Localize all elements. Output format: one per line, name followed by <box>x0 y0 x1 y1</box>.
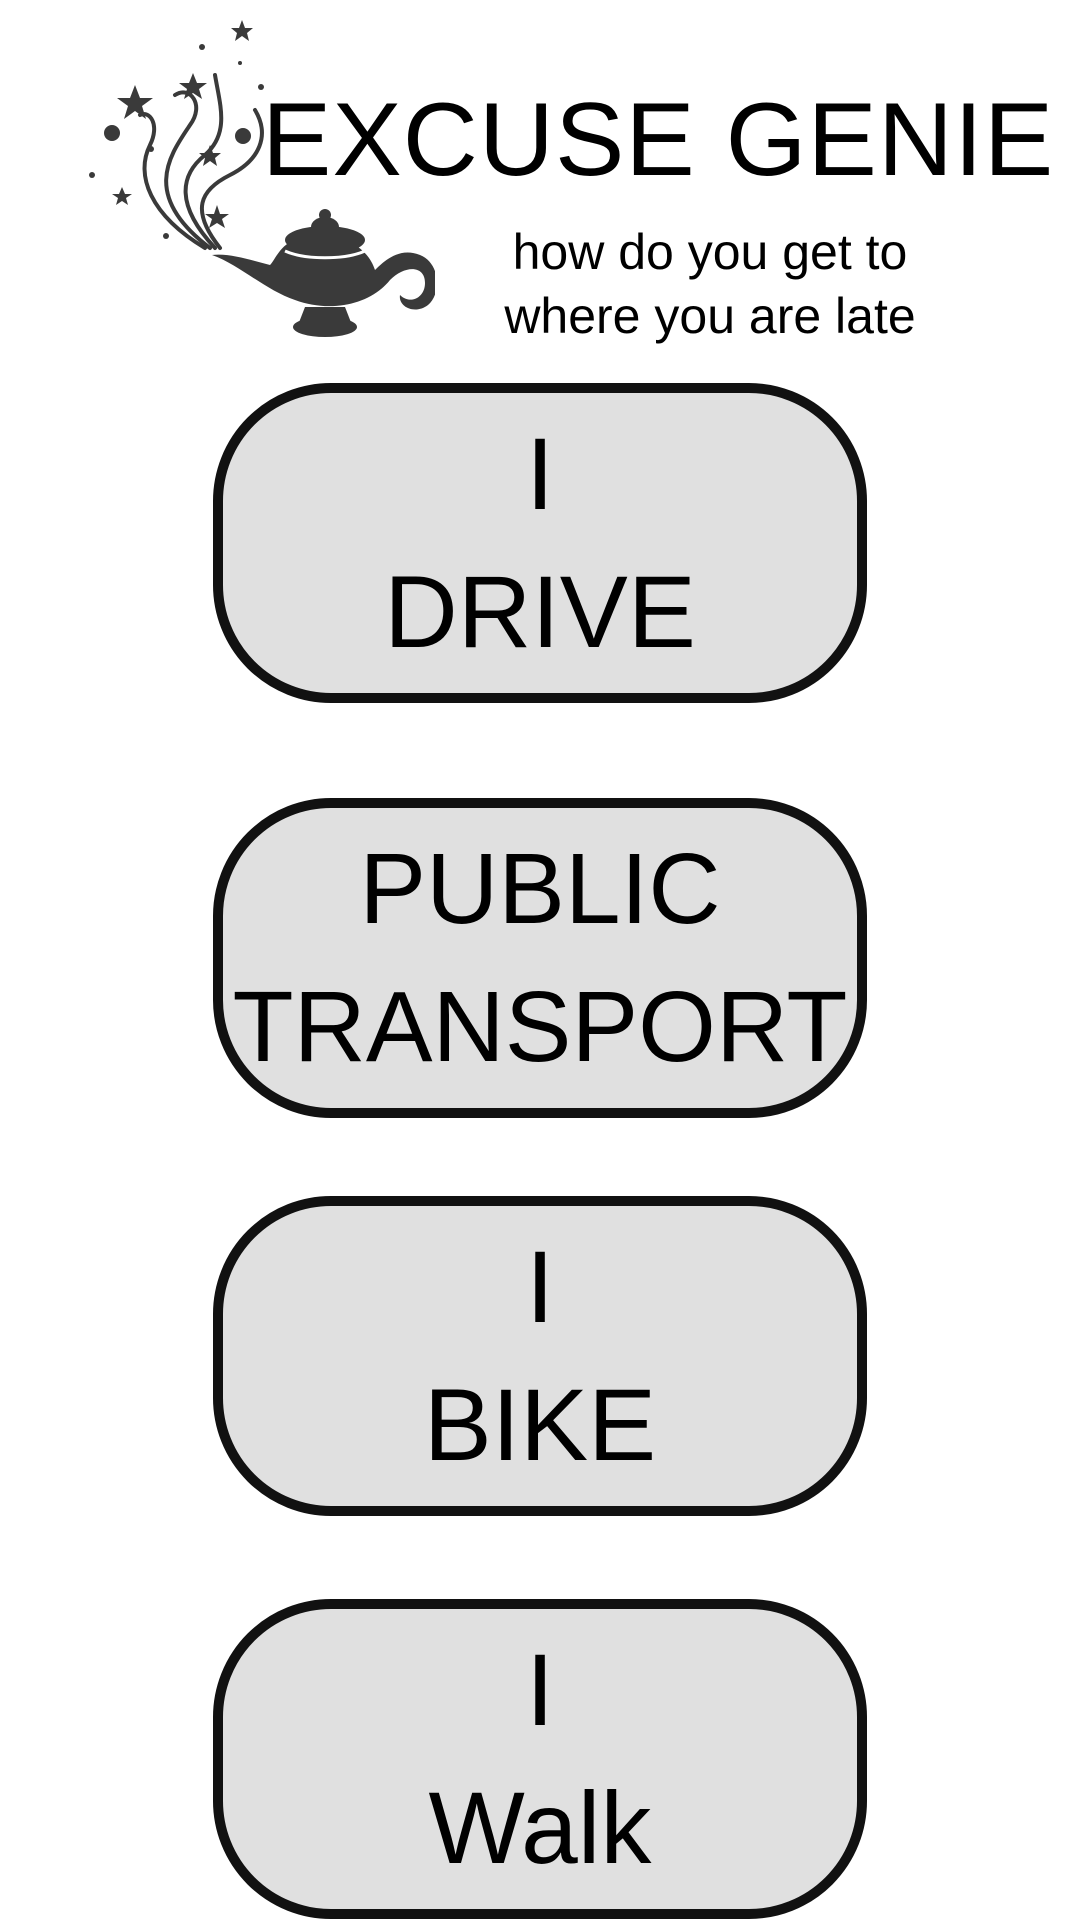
public-transport-button[interactable]: PUBLIC TRANSPORT <box>213 798 867 1118</box>
public-transport-button-line-1: PUBLIC <box>359 833 721 945</box>
app-title: EXCUSE GENIE <box>262 82 1055 198</box>
subtitle-line-1: how do you get to <box>512 224 908 280</box>
bike-button-line-1: I <box>525 1230 555 1344</box>
genie-lamp-icon <box>89 20 435 337</box>
bike-button-line-2: BIKE <box>423 1368 657 1482</box>
drive-button-line-1: I <box>525 417 555 531</box>
app-subtitle: how do you get to where you are late <box>480 220 940 348</box>
drive-button[interactable]: I DRIVE <box>213 383 867 703</box>
bike-button[interactable]: I BIKE <box>213 1196 867 1516</box>
subtitle-line-2: where you are late <box>504 288 916 344</box>
app-header: EXCUSE GENIE how do you get to where you… <box>0 0 1080 360</box>
walk-button[interactable]: I Walk <box>213 1599 867 1919</box>
walk-button-line-2: Walk <box>428 1771 652 1885</box>
drive-button-line-2: DRIVE <box>384 555 696 669</box>
public-transport-button-line-2: TRANSPORT <box>232 971 848 1083</box>
walk-button-line-1: I <box>525 1633 555 1747</box>
